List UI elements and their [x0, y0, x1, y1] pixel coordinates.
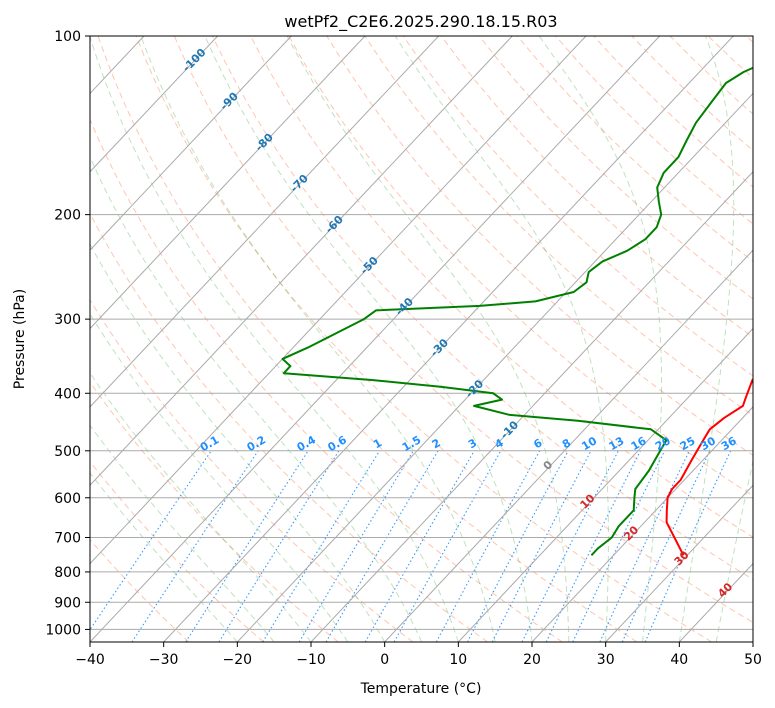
moist-adiabat — [140, 36, 496, 642]
y-tick-label: 600 — [54, 491, 81, 507]
isotherm-line — [163, 36, 734, 642]
x-axis: −40 −30 −20 −10 0 10 20 30 40 50 — [75, 642, 762, 668]
isotherm-line — [90, 36, 587, 565]
mixing-ratio-line — [521, 450, 619, 642]
isotherm-line — [90, 36, 292, 251]
moist-adiabat — [286, 36, 570, 642]
pressure-gridlines — [90, 36, 753, 630]
x-axis-label: Temperature (°C) — [360, 681, 482, 697]
mixing-ratio-line — [393, 450, 502, 642]
dry-adiabat — [90, 212, 488, 642]
x-tick-label: 30 — [597, 652, 615, 668]
y-tick-label: 700 — [54, 531, 81, 547]
moist-adiabat — [90, 243, 386, 642]
dry-adiabat — [90, 460, 264, 642]
x-tick-label: −10 — [296, 652, 326, 668]
y-tick-label: 100 — [54, 29, 81, 45]
mixing-ratio-line — [218, 450, 340, 642]
dry-adiabat — [478, 36, 753, 300]
dry-adiabat — [402, 36, 753, 377]
x-tick-label: 40 — [670, 652, 688, 668]
moist-adiabat — [394, 36, 609, 642]
dry-adiabat — [173, 36, 753, 624]
moist-adiabat — [538, 36, 662, 642]
mixing-ratio-line — [545, 450, 641, 642]
mixing-ratio-line — [262, 450, 380, 642]
isotherm-line — [90, 36, 366, 330]
isotherm-line — [531, 406, 753, 642]
y-tick-label: 800 — [54, 565, 81, 581]
isotherm-line — [90, 36, 661, 642]
isotherm-line — [605, 484, 753, 642]
dry-adiabat — [90, 538, 190, 642]
isotherm-line — [90, 36, 513, 486]
isotherm-line — [90, 36, 219, 173]
x-tick-label: 0 — [380, 652, 389, 668]
x-tick-label: 50 — [744, 652, 762, 668]
profile-lines — [281, 66, 753, 556]
x-tick-label: 20 — [523, 652, 541, 668]
plot-area — [90, 36, 753, 642]
dry-adiabat — [90, 118, 563, 642]
dry-adiabat — [135, 36, 712, 642]
moist-adiabat — [90, 424, 275, 642]
isotherm-line — [90, 36, 440, 408]
moist-adiabat — [715, 458, 753, 642]
x-tick-label: −40 — [75, 652, 105, 668]
y-tick-label: 900 — [54, 595, 81, 611]
moist-adiabat — [204, 36, 533, 642]
plot-frame — [89, 35, 754, 643]
isotherm-line — [236, 92, 753, 642]
mixing-ratio-line — [467, 450, 569, 642]
mixing-ratio-line — [90, 450, 212, 631]
mixing-ratio-line — [185, 450, 309, 642]
y-tick-label: 200 — [54, 208, 81, 224]
moist-adiabat — [90, 36, 459, 642]
moist-adiabat — [90, 312, 349, 642]
chart-title: wetPf2_C2E6.2025.290.18.15.R03 — [284, 12, 557, 32]
x-tick-label: 10 — [449, 652, 467, 668]
dry-adiabats — [90, 36, 753, 642]
y-axis: 100 200 300 400 500 600 700 800 900 1000 — [45, 29, 90, 638]
isotherm-line — [384, 249, 753, 642]
y-tick-label: 400 — [54, 386, 81, 402]
mixing-ratio-line — [435, 450, 541, 642]
dry-adiabat — [440, 36, 753, 338]
y-tick-label: 500 — [54, 444, 81, 460]
profile-line — [665, 377, 753, 556]
y-tick-label: 300 — [54, 312, 81, 328]
moist-adiabats — [90, 36, 753, 642]
skewed-isotherms — [90, 36, 753, 642]
y-tick-label: 1000 — [45, 622, 81, 638]
isotherm-line — [310, 171, 753, 642]
profile-line — [281, 66, 753, 556]
y-axis-label: Pressure (hPa) — [12, 289, 28, 389]
isotherm-line — [457, 327, 753, 642]
x-tick-label: −30 — [149, 652, 179, 668]
x-tick-label: −20 — [223, 652, 253, 668]
moist-adiabat — [678, 36, 735, 642]
